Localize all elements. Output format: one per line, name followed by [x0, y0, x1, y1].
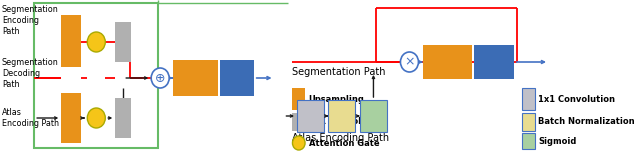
Text: Segmentation
Encoding
Path: Segmentation Encoding Path — [2, 5, 58, 36]
Bar — [173, 60, 218, 96]
Circle shape — [87, 32, 106, 52]
Bar — [61, 93, 81, 143]
Text: 1x1 Convolution: 1x1 Convolution — [308, 117, 386, 126]
Circle shape — [401, 52, 419, 72]
Bar — [292, 88, 305, 110]
Bar — [34, 3, 158, 148]
Text: Sigmoid: Sigmoid — [538, 137, 577, 146]
Circle shape — [87, 108, 106, 128]
Text: Atlas Encoding Path: Atlas Encoding Path — [292, 133, 390, 143]
Bar — [474, 45, 514, 79]
Bar — [220, 60, 254, 96]
Bar — [360, 100, 387, 132]
Text: ⊕: ⊕ — [155, 71, 165, 84]
Circle shape — [151, 68, 169, 88]
Text: Attention Gate: Attention Gate — [308, 139, 380, 148]
Text: ×: × — [404, 55, 415, 69]
Text: Segmentation Path: Segmentation Path — [292, 67, 386, 77]
Text: Upsampling: Upsampling — [308, 95, 365, 104]
Bar — [522, 88, 534, 110]
Bar — [522, 133, 534, 149]
Text: Segmentation
Decoding
Path: Segmentation Decoding Path — [2, 58, 58, 89]
Bar — [423, 45, 472, 79]
Circle shape — [292, 136, 305, 150]
Bar — [115, 22, 131, 62]
Bar — [61, 15, 81, 67]
Bar — [328, 100, 355, 132]
Text: Batch Normalization: Batch Normalization — [538, 117, 635, 126]
Bar — [522, 113, 534, 131]
Text: Atlas
Encoding Path: Atlas Encoding Path — [2, 108, 59, 128]
Bar — [115, 98, 131, 138]
Bar — [292, 113, 305, 131]
Bar — [297, 100, 324, 132]
Text: 1x1 Convolution: 1x1 Convolution — [538, 95, 615, 104]
